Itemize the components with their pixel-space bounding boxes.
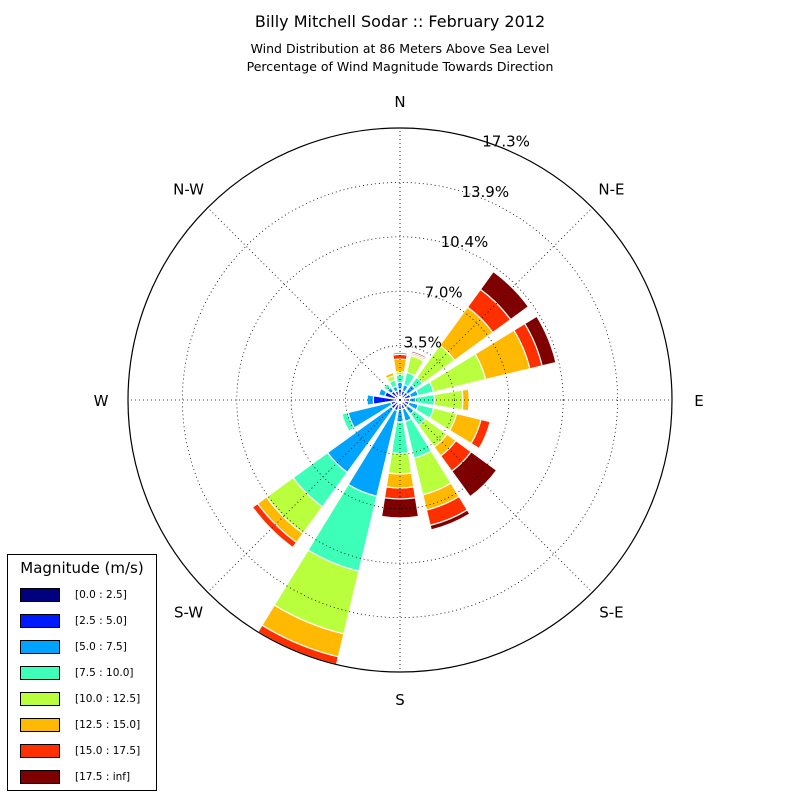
legend-label: [7.5 : 10.0] [75, 667, 134, 679]
ring-label: 7.0% [425, 283, 463, 301]
direction-label-n-e: N-E [598, 181, 624, 199]
legend-swatch [20, 614, 60, 628]
bar-sector-90-bin-5 [461, 388, 470, 412]
radial-gridline [207, 207, 401, 401]
legend-entry: [12.5 : 15.0] [20, 717, 140, 733]
bar-sector-112.5-bin-6 [470, 418, 491, 450]
bar-sector-225-bin-6 [251, 502, 298, 549]
ring-gridline [290, 290, 510, 510]
legend-entry: [7.5 : 10.0] [20, 665, 133, 681]
legend-swatch [20, 718, 60, 732]
legend-label: [17.5 : inf] [75, 771, 131, 783]
legend-label: [15.0 : 17.5] [75, 745, 141, 757]
legend-swatch [20, 666, 60, 680]
chart-title: Billy Mitchell Sodar :: February 2012 [254, 12, 546, 31]
legend-title: Magnitude (m/s) [20, 559, 144, 577]
chart-subtitle-2: Percentage of Wind Magnitude Towards Dir… [246, 59, 554, 74]
legend-entry: [5.0 : 7.5] [20, 639, 127, 655]
bar-sector-0-bin-7 [391, 352, 409, 356]
polar-labels: N N-E E S-E S S-W W N-W 3.5% 7.0% 10.4% 13.9% 17.3% [94, 93, 704, 709]
legend-swatch [20, 692, 60, 706]
ring-gridline [181, 181, 619, 619]
direction-label-w: W [94, 392, 109, 410]
radial-gridline [399, 399, 593, 593]
legend-label: [2.5 : 5.0] [75, 615, 127, 627]
bar-sector-270-bin-2 [366, 394, 375, 406]
ring-label: 10.4% [441, 233, 489, 251]
bar-sector-157.5-bin-7 [429, 509, 471, 531]
bar-sector-22.5-bin-7 [410, 350, 428, 360]
legend-entry: [17.5 : inf] [20, 769, 130, 785]
legend-entry: [10.0 : 12.5] [20, 691, 140, 707]
legend-entry: [15.0 : 17.5] [20, 743, 140, 759]
legend-entry: [2.5 : 5.0] [20, 613, 127, 629]
polar-grid [127, 127, 673, 673]
bar-sector-67.5-bin-7 [523, 315, 557, 367]
bar-sector-0-bin-5 [392, 358, 408, 373]
bar-sector-45-bin-7 [479, 270, 530, 321]
direction-label-n: N [394, 93, 405, 111]
legend-swatch [20, 588, 60, 602]
ring-label: 3.5% [404, 334, 442, 352]
direction-label-s: S [395, 691, 405, 709]
legend-label: [0.0 : 2.5] [75, 589, 127, 601]
outer-ring [127, 127, 673, 673]
legend-label: [5.0 : 7.5] [75, 641, 127, 653]
legend-swatch [20, 770, 60, 784]
radial-gridline [399, 207, 593, 401]
ring-label: 13.9% [461, 183, 509, 201]
bar-sector-180-bin-7 [380, 497, 420, 519]
direction-label-s-w: S-W [174, 603, 203, 621]
direction-label-s-e: S-E [599, 603, 623, 621]
direction-label-e: E [694, 392, 703, 410]
bar-sector-180-bin-4 [387, 452, 413, 475]
legend: Magnitude (m/s) [0.0 : 2.5] [2.5 : 5.0] [5… [7, 554, 157, 791]
bar-sector-0-bin-3 [395, 374, 405, 384]
legend-swatch [20, 744, 60, 758]
chart-subtitle-1: Wind Distribution at 86 Meters Above Sea… [250, 41, 550, 56]
legend-label: [10.0 : 12.5] [75, 693, 141, 705]
legend-label: [12.5 : 15.0] [75, 719, 141, 731]
wind-rose-bars [251, 270, 557, 666]
ring-gridline [236, 236, 564, 564]
ring-gridline [345, 345, 455, 455]
direction-label-n-w: N-W [173, 181, 204, 199]
bar-sector-247.5-bin-3 [341, 411, 356, 433]
bar-sector-90-bin-3 [414, 393, 436, 407]
bar-sector-315-bin-3 [382, 382, 392, 392]
legend-swatch [20, 640, 60, 654]
radial-gridline [207, 399, 401, 593]
bar-sector-337.5-bin-5 [384, 371, 395, 380]
ring-label: 17.3% [482, 133, 530, 151]
legend-entry: [0.0 : 2.5] [20, 587, 127, 603]
bar-sector-292.5-bin-2 [377, 387, 388, 398]
